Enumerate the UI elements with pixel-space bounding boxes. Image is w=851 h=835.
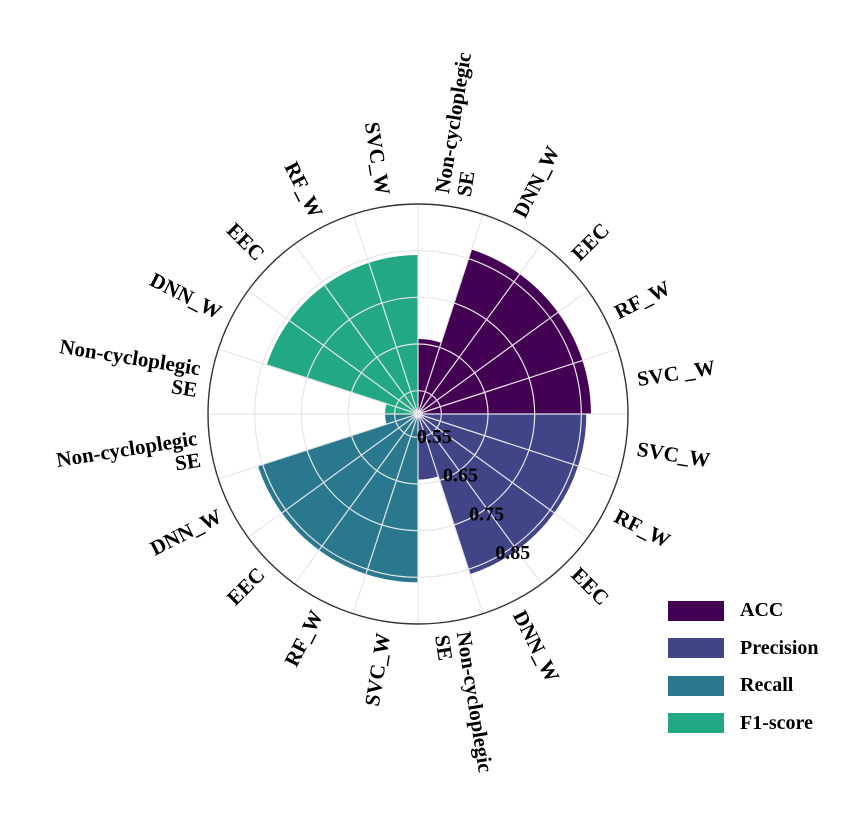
category-label-group: EEC [566, 562, 614, 610]
category-label-recall-dnn-w: DNN_W [146, 504, 226, 560]
category-label-group: EEC [566, 218, 614, 266]
category-label-group: Non-cycloplegicSE [430, 51, 498, 199]
category-label-group: RF_W [280, 606, 328, 670]
grid-spoke [247, 290, 419, 415]
legend-item-recall: Recall [668, 667, 819, 705]
grid-spoke [417, 413, 618, 480]
legend-item-precision: Precision [668, 630, 819, 668]
category-label-f1-score-eec: EEC [222, 218, 270, 266]
category-label-f1-score-non-cycloplegic-se: Non-cycloplegicSE [55, 334, 203, 402]
category-label-group: RF_W [610, 276, 674, 324]
grid-spoke [294, 243, 419, 415]
bars-layer [257, 249, 591, 583]
legend: ACC Precision Recall F1-score [668, 592, 819, 742]
category-label-group: SVC_W [360, 631, 395, 707]
grid-spoke [417, 348, 618, 415]
category-label-group: Non-cycloplegicSE [55, 334, 203, 402]
category-label-group: DNN_W [146, 268, 226, 324]
grid-spoke [417, 413, 589, 538]
legend-swatch-f1-score [668, 713, 724, 734]
category-label-acc-rf-w: RF_W [610, 276, 674, 324]
grid-spoke [218, 348, 419, 415]
grid-spoke [218, 413, 419, 480]
legend-label-acc: ACC [740, 599, 784, 622]
category-label-acc-svc-w: SVC _W [635, 355, 717, 391]
legend-label-precision: Precision [740, 636, 819, 659]
category-label-f1-score-dnn-w: DNN_W [146, 268, 226, 324]
r-tick-label: 0.55 [417, 426, 452, 448]
grid-spoke [417, 413, 542, 585]
category-label-precision-rf-w: RF_W [610, 504, 674, 552]
category-label-recall-eec: EEC [222, 562, 270, 610]
category-label-group: Non-cycloplegicSE [430, 630, 498, 778]
category-label-group: SVC _W [635, 355, 717, 391]
category-label-group: EEC [222, 562, 270, 610]
category-label-precision-svc-w: SVC_W [635, 437, 711, 472]
grid-spoke [417, 214, 484, 415]
grid-spoke [247, 413, 419, 538]
category-label-group: DNN_W [146, 504, 226, 560]
legend-label-f1-score: F1-score [740, 711, 813, 734]
grid-spoke [352, 413, 419, 614]
r-tick-label: 0.85 [495, 542, 530, 564]
category-label-group: DNN_W [508, 606, 564, 686]
legend-label-recall: Recall [740, 674, 794, 697]
category-label-f1-score-rf-w: RF_W [280, 158, 328, 222]
category-label-group: RF_W [280, 158, 328, 222]
r-tick-label: 0.75 [469, 503, 504, 525]
category-label-acc-non-cycloplegic-se: Non-cycloplegicSE [430, 51, 498, 199]
category-label-group: SVC_W [635, 437, 711, 472]
grid-spoke [352, 214, 419, 415]
grid-spoke [294, 413, 419, 585]
legend-swatch-precision [668, 638, 724, 659]
category-label-f1-score-svc-w: SVC_W [360, 120, 395, 196]
category-label-recall-svc-w: SVC_W [360, 631, 395, 707]
category-label-group: SVC_W [360, 120, 395, 196]
outer-circle [207, 203, 629, 625]
category-label-precision-dnn-w: DNN_W [508, 606, 564, 686]
legend-swatch-recall [668, 675, 724, 696]
category-label-group: EEC [222, 218, 270, 266]
category-label-group: RF_W [610, 504, 674, 552]
category-label-group: Non-cycloplegicSE [55, 426, 203, 494]
category-label-acc-eec: EEC [566, 218, 614, 266]
grid-spoke [417, 243, 542, 415]
category-label-group: DNN_W [508, 142, 564, 222]
category-label-recall-non-cycloplegic-se: Non-cycloplegicSE [55, 426, 203, 494]
grid-layer [207, 203, 629, 625]
category-label-recall-rf-w: RF_W [280, 606, 328, 670]
legend-swatch-acc [668, 600, 724, 621]
category-label-precision-non-cycloplegic-se: Non-cycloplegicSE [430, 630, 498, 778]
legend-item-f1-score: F1-score [668, 705, 819, 743]
grid-spoke [417, 413, 484, 614]
legend-item-acc: ACC [668, 592, 819, 630]
r-tick-label: 0.65 [443, 465, 478, 487]
category-label-acc-dnn-w: DNN_W [508, 142, 564, 222]
grid-spoke [417, 290, 589, 415]
category-label-precision-eec: EEC [566, 562, 614, 610]
